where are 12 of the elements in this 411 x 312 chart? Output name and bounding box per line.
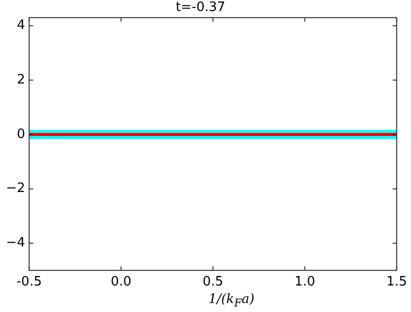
chart-title: t=-0.37 [176, 0, 226, 16]
x-tick-label: 1.0 [294, 274, 316, 290]
y-tick-label: 0 [16, 126, 26, 142]
y-tick-label: −2 [6, 181, 26, 196]
x-tick-label: 0.5 [202, 274, 224, 290]
x-tick-label: 1.5 [386, 274, 408, 290]
x-axis-title: 1/(k$_{F}$a) [208, 292, 256, 310]
x-tick-label: 0.0 [110, 274, 132, 290]
y-tick-label: 4 [16, 18, 26, 34]
x-tick-label: -0.5 [16, 274, 42, 290]
y-tick-label: −4 [6, 236, 26, 251]
y-tick-label: 2 [16, 72, 26, 88]
